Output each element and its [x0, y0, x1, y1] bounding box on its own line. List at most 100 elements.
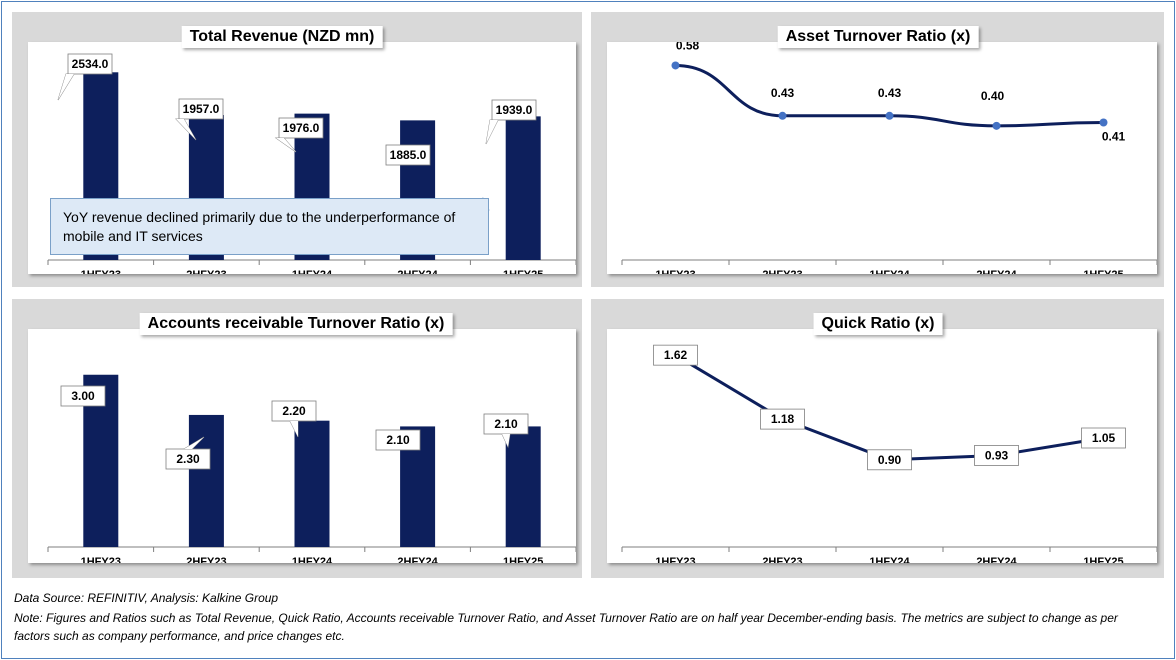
receivable-turnover-panel: 1HFY23 2HFY23 1HFY24 2HFY24 1HFY25 3.00 2.30 2.…: [12, 299, 582, 578]
revenue-data-label: 1957.0: [175, 98, 224, 141]
receivable-data-label-pointer-fill: [184, 437, 204, 449]
quick-ratio-data-label: 1.05: [1081, 427, 1126, 449]
quick-ratio-plot-area: 1HFY23 2HFY23 1HFY24 2HFY24 1HFY25 1.62 1.18 0.…: [607, 329, 1158, 568]
revenue-data-label-text: 1939.0: [496, 103, 533, 117]
quick-ratio-data-label-text: 0.93: [985, 448, 1009, 462]
receivable-data-label-pointer-fill: [502, 434, 510, 447]
asset-turnover-x-tick-label: 1HFY23: [655, 269, 695, 274]
quick-ratio-data-label-box: [760, 408, 805, 430]
revenue-data-label-text: 1957.0: [183, 102, 220, 116]
quick-ratio-panel: 1HFY23 2HFY23 1HFY24 2HFY24 1HFY25 1.62 1.18 0.…: [591, 299, 1164, 578]
revenue-data-label-pointer-fill: [176, 119, 196, 140]
revenue-annotation-text: YoY revenue declined primarily due to th…: [63, 209, 456, 244]
revenue-data-label-box: [278, 117, 324, 139]
revenue-x-tick-label: 1HFY23: [81, 269, 121, 274]
quick-ratio-data-label-box: [1081, 427, 1126, 449]
revenue-bar: [505, 116, 541, 261]
revenue-data-label-pointer-fill: [486, 120, 498, 144]
quick-ratio-data-label-text: 1.18: [771, 412, 795, 426]
quick-ratio-data-label-box: [974, 445, 1019, 466]
quick-ratio-data-label: 1.18: [760, 408, 805, 430]
quick-ratio-x-tick-label: 1HFY23: [655, 556, 695, 563]
receivable-data-label-text: 2.30: [176, 452, 200, 466]
revenue-x-tick-label: 2HFY23: [186, 269, 226, 274]
asset-turnover-panel: 1HFY23 2HFY23 1HFY24 2HFY24 1HFY25 0.58 0.43 0.…: [591, 12, 1164, 287]
revenue-data-label-text: 2534.0: [72, 57, 109, 71]
quick-ratio-x-tick-label: 2HFY24: [976, 556, 1017, 563]
receivable-turnover-plot-area: 1HFY23 2HFY23 1HFY24 2HFY24 1HFY25 3.00 2.30 2.…: [28, 329, 577, 568]
asset-turnover-data-label: 0.40: [981, 89, 1005, 103]
receivable-data-label: 2.10: [483, 413, 529, 449]
quick-ratio-title: Quick Ratio (x): [813, 313, 943, 335]
quick-ratio-data-label-box: [653, 344, 698, 366]
asset-turnover-title: Asset Turnover Ratio (x): [777, 26, 979, 48]
revenue-x-tick-label: 1HFY25: [503, 269, 543, 274]
quick-ratio-data-label: 0.93: [974, 445, 1019, 466]
revenue-data-label-box: [67, 53, 113, 75]
asset-turnover-point: [885, 111, 894, 120]
receivable-x-tick-label: 2HFY23: [186, 556, 226, 563]
quick-ratio-data-label-text: 1.05: [1092, 431, 1116, 445]
total-revenue-panel: 1HFY23 2HFY23 1HFY24 2HFY24 1HFY25 2534.0 1957…: [12, 12, 582, 287]
revenue-x-tick-label: 1HFY24: [292, 269, 333, 274]
note-line-2: factors such as company performance, and…: [14, 629, 345, 643]
quick-ratio-x-tick-label: 1HFY25: [1083, 556, 1123, 563]
quick-ratio-x-tick-label: 1HFY24: [869, 556, 910, 563]
quick-ratio-chart: 1HFY23 2HFY23 1HFY24 2HFY24 1HFY25 1.62 1.18 0.…: [621, 344, 1158, 568]
asset-turnover-data-label: 0.58: [676, 42, 700, 52]
revenue-data-label-pointer-fill: [276, 138, 296, 152]
quick-ratio-line: [674, 353, 1104, 462]
asset-turnover-chart: 1HFY23 2HFY23 1HFY24 2HFY24 1HFY25 0.58 0.43 0.…: [621, 38, 1158, 281]
receivable-turnover-chart: 1HFY23 2HFY23 1HFY24 2HFY24 1HFY25 3.00 2.30 2.…: [47, 374, 577, 568]
asset-turnover-point: [1099, 118, 1108, 127]
revenue-data-label-text: 1885.0: [390, 148, 427, 162]
revenue-data-label: 1976.0: [274, 117, 324, 153]
receivable-x-tick-label: 1HFY23: [81, 556, 121, 563]
asset-turnover-data-label: 0.41: [1102, 129, 1126, 143]
asset-turnover-data-label: 0.43: [878, 86, 902, 100]
receivable-turnover-title: Accounts receivable Turnover Ratio (x): [139, 313, 453, 335]
receivable-data-label-text: 2.10: [386, 433, 410, 447]
revenue-data-label: 1939.0: [485, 99, 537, 145]
asset-turnover-point: [671, 61, 680, 70]
quick-ratio-x-tick-label: 2HFY23: [762, 556, 802, 563]
quick-ratio-data-label: 1.62: [653, 344, 698, 366]
receivable-bar: [294, 420, 330, 547]
asset-turnover-plot-area: 1HFY23 2HFY23 1HFY24 2HFY24 1HFY25 0.58 0.43 0.…: [607, 38, 1158, 281]
revenue-data-label-text: 1976.0: [283, 121, 320, 135]
revenue-x-tick-label: 2HFY24: [397, 269, 438, 274]
revenue-data-label-pointer-fill: [58, 74, 74, 100]
receivable-x-tick-label: 1HFY25: [503, 556, 543, 563]
asset-turnover-point: [992, 121, 1001, 130]
quick-ratio-data-label-text: 1.62: [664, 348, 688, 362]
receivable-bar: [505, 426, 541, 547]
receivable-data-label-text: 2.20: [282, 404, 306, 418]
asset-turnover-x-tick-label: 2HFY23: [762, 269, 802, 274]
asset-turnover-x-tick-label: 2HFY24: [976, 269, 1017, 274]
revenue-data-label-box: [178, 98, 224, 120]
receivable-data-label-pointer-fill: [290, 421, 298, 437]
quick-ratio-data-label-box: [867, 449, 912, 471]
receivable-data-label-text: 3.00: [71, 389, 95, 403]
quick-ratio-data-label: 0.90: [867, 449, 912, 471]
receivable-data-label: 2.20: [271, 400, 317, 438]
asset-turnover-x-tick-label: 1HFY24: [869, 269, 910, 274]
receivable-data-label: 2.10: [375, 429, 421, 451]
quick-ratio-data-label-text: 0.90: [878, 453, 902, 467]
receivable-data-label-text: 2.10: [494, 417, 518, 431]
receivable-bar: [188, 414, 224, 547]
receivable-x-tick-label: 2HFY24: [397, 556, 438, 563]
total-revenue-title: Total Revenue (NZD mn): [181, 26, 383, 48]
note-line-1: Note: Figures and Ratios such as Total R…: [14, 611, 1118, 625]
revenue-data-label: 2534.0: [57, 53, 113, 101]
receivable-data-label: 3.00: [60, 385, 106, 407]
revenue-annotation-callout: YoY revenue declined primarily due to th…: [50, 198, 489, 255]
receivable-data-label: 2.30: [165, 436, 211, 470]
receivable-x-tick-label: 1HFY24: [292, 556, 333, 563]
asset-turnover-x-tick-label: 1HFY25: [1083, 269, 1123, 274]
receivable-data-label-box: [375, 429, 421, 451]
asset-turnover-data-label: 0.43: [771, 86, 795, 100]
data-source-text: Data Source: REFINITIV, Analysis: Kalkin…: [14, 591, 279, 605]
receivable-data-label-box: [60, 385, 106, 407]
